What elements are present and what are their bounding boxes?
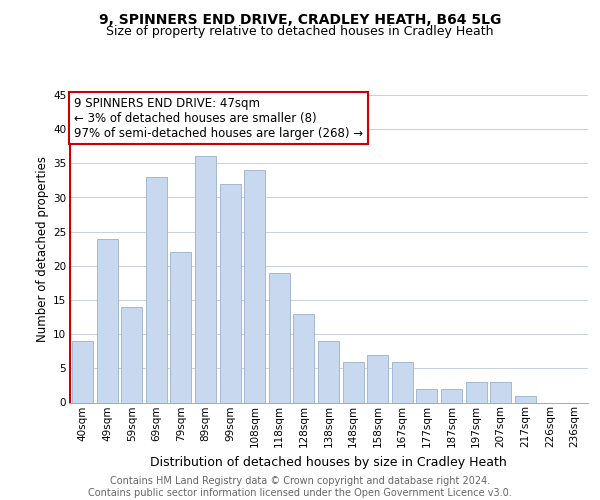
Bar: [195, 156, 216, 402]
Bar: [416, 389, 437, 402]
Bar: [244, 170, 265, 402]
Bar: [367, 354, 388, 403]
Bar: [343, 362, 364, 403]
Text: 9, SPINNERS END DRIVE, CRADLEY HEATH, B64 5LG: 9, SPINNERS END DRIVE, CRADLEY HEATH, B6…: [99, 12, 501, 26]
Bar: [220, 184, 241, 402]
Bar: [392, 362, 413, 403]
Bar: [441, 389, 462, 402]
Bar: [269, 272, 290, 402]
Text: 9 SPINNERS END DRIVE: 47sqm
← 3% of detached houses are smaller (8)
97% of semi-: 9 SPINNERS END DRIVE: 47sqm ← 3% of deta…: [74, 96, 364, 140]
Text: Size of property relative to detached houses in Cradley Heath: Size of property relative to detached ho…: [106, 25, 494, 38]
X-axis label: Distribution of detached houses by size in Cradley Heath: Distribution of detached houses by size …: [150, 456, 507, 468]
Bar: [72, 341, 93, 402]
Bar: [515, 396, 536, 402]
Bar: [318, 341, 339, 402]
Bar: [293, 314, 314, 402]
Bar: [490, 382, 511, 402]
Bar: [97, 238, 118, 402]
Bar: [466, 382, 487, 402]
Text: Contains HM Land Registry data © Crown copyright and database right 2024.
Contai: Contains HM Land Registry data © Crown c…: [88, 476, 512, 498]
Y-axis label: Number of detached properties: Number of detached properties: [36, 156, 49, 342]
Bar: [170, 252, 191, 402]
Bar: [121, 307, 142, 402]
Bar: [146, 177, 167, 402]
